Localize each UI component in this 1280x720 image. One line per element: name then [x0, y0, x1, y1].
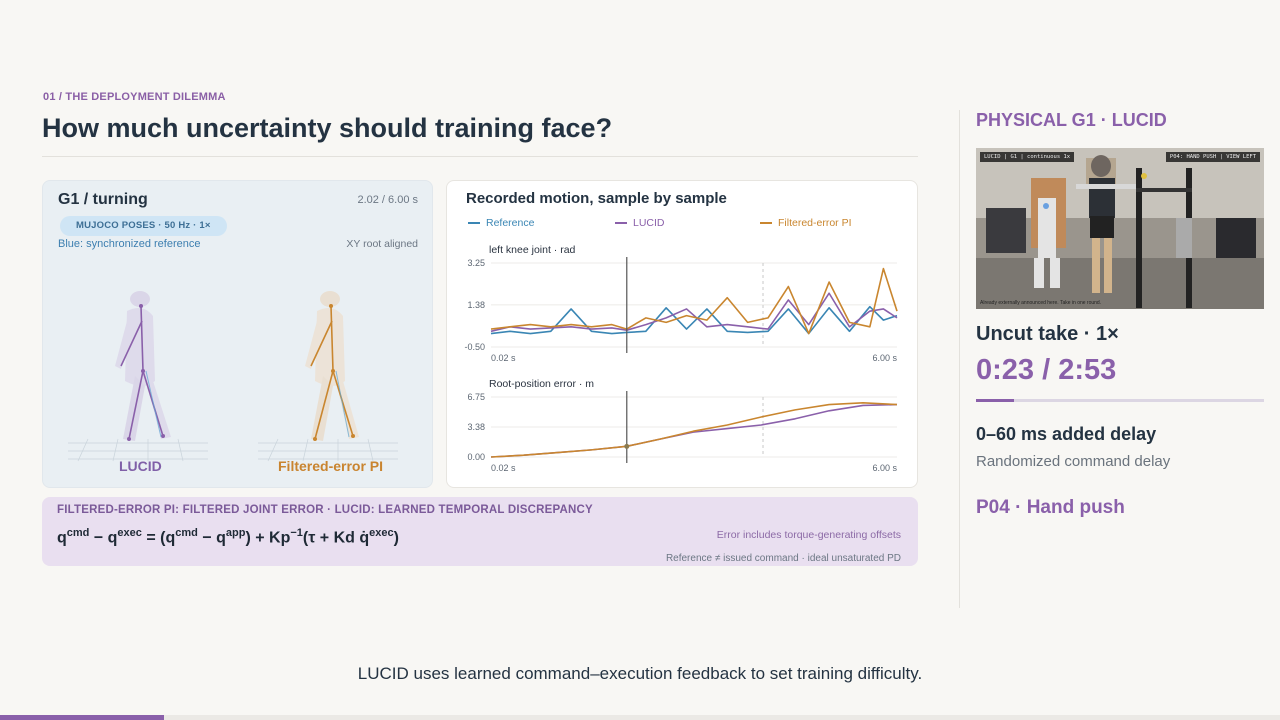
viewer-title: G1 / turning [58, 191, 148, 208]
chart-1-x-tick-1: 6.00 s [872, 463, 897, 473]
formula-panel: FILTERED-ERROR PI: FILTERED JOINT ERROR … [42, 497, 918, 566]
chart-0-y-tick-1: 1.38 [467, 300, 485, 310]
video-caption: Already externally announced here. Take … [980, 300, 1102, 306]
video-timecode: 0:23 / 2:53 [976, 354, 1117, 386]
legend-fepi: Filtered-error PI [760, 217, 852, 229]
section-kicker: 01 / THE DEPLOYMENT DILEMMA [43, 91, 226, 103]
eq-sup-app: app [225, 527, 246, 539]
fepi-joints [313, 304, 355, 441]
legend-fepi-swatch [760, 222, 772, 224]
motion-charts-canvas: 3.25 1.38 -0.50 0.02 s 6.00 s 6.75 3.38 0.00 0.0… [464, 257, 898, 473]
reference-ghost-lines [145, 370, 350, 438]
eq-sup-cmd2: cmd [175, 527, 198, 539]
lucid-label: LUCID [119, 458, 162, 474]
chart-0-y-tick-2: -0.50 [464, 342, 485, 352]
column-divider [959, 110, 960, 608]
mujoco-poses-badge: MUJOCO POSES · 50 Hz · 1× [60, 216, 227, 236]
slide-caption: LUCID uses learned command–execution fee… [357, 664, 923, 683]
take-label: Uncut take · 1× [976, 323, 1119, 345]
eq-plus-kp: ) + Kp [245, 529, 291, 547]
pose-viewer-panel: G1 / turning 2.02 / 6.00 s MUJOCO POSES … [42, 180, 433, 488]
legend-reference: Reference [468, 217, 534, 229]
chart-1-x-tick-0: 0.02 s [491, 463, 516, 473]
chart-0-series-lucid [490, 292, 898, 333]
chart-0-x-tick-0: 0.02 s [491, 353, 516, 363]
page-title: How much uncertainty should training fac… [42, 113, 613, 143]
lucid-joints [127, 304, 165, 441]
knee-chart-title: left knee joint · rad [489, 244, 576, 256]
floor-grid-right [258, 438, 398, 462]
eq-minus2: − [197, 529, 217, 547]
eq-q2: q [107, 529, 118, 547]
slide-progress-fill [0, 715, 164, 720]
eq-sup-inv: −1 [290, 527, 303, 539]
chart-panel-title: Recorded motion, sample by sample [466, 190, 727, 207]
eq-close: ) [393, 529, 399, 547]
floor-grid-left [68, 438, 208, 462]
chart-0-x-tick-1: 6.00 s [872, 353, 897, 363]
delay-heading: 0–60 ms added delay [976, 424, 1157, 444]
pose-viewer-canvas [68, 291, 398, 462]
delay-subtitle: Randomized command delay [976, 453, 1171, 470]
formula-note-pd: Reference ≠ issued command · ideal unsat… [665, 553, 901, 564]
video-progress-fill [976, 399, 1015, 402]
formula-equation: qcmd − qexec = (qcmd − qapp) + Kp−1(τ + … [57, 527, 399, 547]
legend-fepi-label: Filtered-error PI [778, 217, 852, 229]
legend-lucid: LUCID [615, 217, 665, 229]
chart-0-series-filtered-error-pi [490, 267, 898, 335]
eq-minus1: − [89, 529, 108, 547]
root-chart-title: Root-position error · m [489, 378, 595, 390]
formula-note-offsets: Error includes torque-generating offsets [716, 529, 901, 541]
eq-q1: q [57, 529, 67, 547]
scenario-label: P04 · Hand push [976, 497, 1125, 518]
fepi-skeleton [310, 305, 354, 440]
lucid-pose-figure [115, 291, 171, 441]
video-player[interactable]: LUCID | G1 | continuous 1x P04: HAND PUS… [976, 148, 1264, 309]
viewer-alignment-note: XY root aligned [346, 238, 418, 250]
chart-1-y-tick-0: 6.75 [467, 392, 485, 402]
fepi-label: Filtered-error PI [278, 458, 384, 474]
viewer-reference-note: Blue: synchronized reference [58, 238, 201, 250]
eq-tail: (τ + Kd q̇ [302, 529, 370, 547]
chart-1-cursor-dot [624, 443, 630, 449]
legend-lucid-label: LUCID [633, 217, 665, 229]
chart-0-series-reference [490, 305, 898, 335]
formula-heading: FILTERED-ERROR PI: FILTERED JOINT ERROR … [57, 504, 593, 516]
physical-heading: PHYSICAL G1 · LUCID [976, 110, 1167, 130]
video-frame [976, 148, 1264, 309]
chart-0-y-tick-0: 3.25 [467, 258, 485, 268]
slide-progress-bar[interactable] [0, 715, 1280, 720]
eq-q3: q [165, 529, 176, 547]
chart-1-y-tick-2: 0.00 [467, 452, 485, 462]
legend-reference-label: Reference [486, 217, 535, 229]
viewer-time: 2.02 / 6.00 s [357, 194, 418, 206]
video-progress-bar[interactable] [976, 399, 1264, 402]
legend-lucid-swatch [615, 222, 627, 224]
eq-sup-exec2: exec [369, 527, 394, 539]
eq-sup-cmd: cmd [66, 527, 90, 539]
legend-reference-swatch [468, 222, 480, 224]
chart-1-y-tick-1: 3.38 [467, 422, 485, 432]
motion-chart-panel: Recorded motion, sample by sample Refere… [446, 180, 918, 488]
video-tag-left: LUCID | G1 | continuous 1x [980, 152, 1075, 162]
chart-1-series-filtered-error-pi [490, 401, 898, 458]
eq-sup-exec: exec [117, 527, 142, 539]
eq-q4: q [216, 529, 226, 547]
eq-equals: = ( [141, 529, 166, 547]
title-divider [42, 156, 918, 157]
video-tag-right: P04: HAND PUSH | VIEW LEFT [1165, 152, 1260, 162]
